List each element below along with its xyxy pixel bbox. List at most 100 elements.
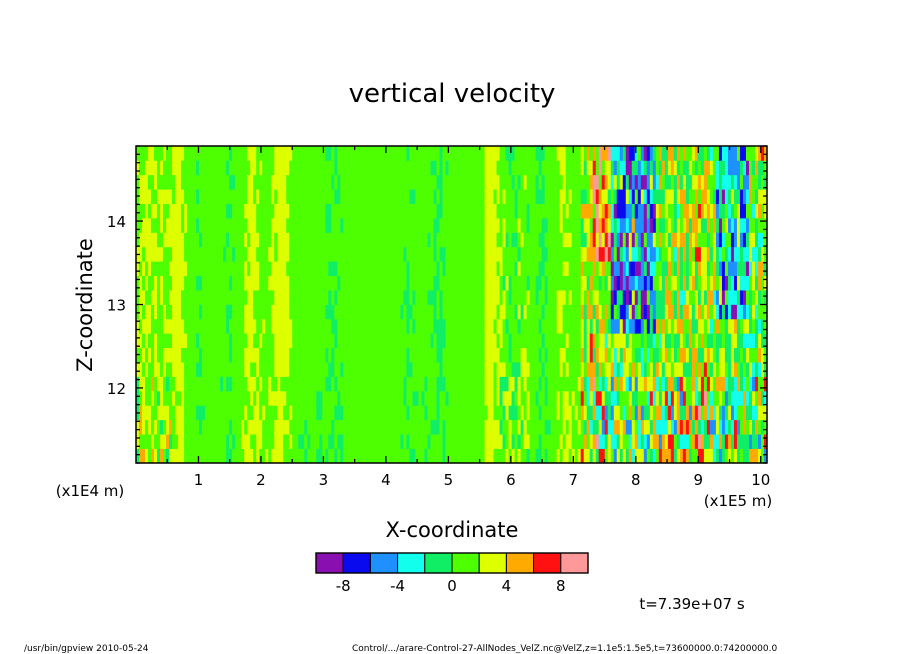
field-cell — [142, 203, 146, 219]
field-cell — [364, 347, 368, 363]
field-cell — [337, 318, 341, 334]
field-cell — [685, 419, 690, 435]
field-cell — [622, 405, 627, 421]
field-cell — [382, 174, 386, 190]
field-cell — [673, 261, 678, 277]
field-cell — [202, 275, 206, 291]
field-cell — [205, 419, 209, 435]
field-cell — [427, 232, 431, 248]
field-cell — [688, 174, 693, 190]
field-cell — [403, 376, 407, 392]
field-cell — [751, 232, 756, 248]
field-cell — [589, 390, 594, 406]
field-cell — [553, 232, 558, 248]
field-cell — [379, 448, 383, 463]
field-cell — [412, 275, 416, 291]
field-cell — [343, 261, 347, 277]
field-cell — [310, 232, 314, 248]
field-cell — [295, 405, 299, 421]
field-cell — [553, 318, 558, 334]
field-cell — [292, 376, 296, 392]
field-cell — [559, 203, 564, 219]
field-cell — [229, 405, 233, 421]
field-cell — [628, 405, 633, 421]
field-cell — [382, 275, 386, 291]
field-cell — [502, 318, 506, 334]
field-cell — [502, 390, 506, 406]
field-cell — [745, 376, 750, 392]
field-cell — [181, 290, 185, 305]
field-cell — [214, 405, 218, 421]
field-cell — [670, 419, 675, 435]
field-cell — [592, 174, 597, 190]
field-cell — [361, 333, 365, 349]
field-cell — [193, 304, 197, 320]
field-cell — [508, 174, 512, 190]
field-cell — [574, 347, 579, 363]
field-cell — [682, 261, 687, 277]
field-cell — [475, 246, 479, 262]
field-cell — [241, 376, 245, 392]
field-cell — [307, 304, 311, 320]
field-cell — [433, 246, 437, 262]
field-cell — [592, 160, 597, 176]
field-cell — [727, 218, 732, 233]
field-cell — [754, 419, 759, 435]
field-cell — [244, 246, 248, 262]
x-tick-label: 4 — [381, 471, 391, 489]
field-cell — [442, 318, 446, 334]
field-cell — [388, 290, 392, 305]
field-cell — [349, 203, 353, 219]
field-cell — [286, 290, 290, 305]
field-cell — [181, 333, 185, 349]
field-cell — [256, 160, 260, 176]
field-cell — [169, 246, 173, 262]
field-cell — [289, 333, 293, 349]
field-cell — [247, 189, 251, 204]
field-cell — [148, 290, 152, 305]
field-cell — [343, 362, 347, 377]
field-cell — [163, 362, 167, 377]
field-cell — [646, 174, 651, 190]
field-cell — [538, 232, 542, 248]
field-cell — [397, 290, 401, 305]
field-cell — [631, 290, 636, 305]
field-cell — [370, 261, 374, 277]
field-cell — [616, 304, 621, 320]
field-cell — [283, 232, 287, 248]
field-cell — [628, 174, 633, 190]
field-cell — [718, 318, 723, 334]
field-cell — [718, 174, 723, 190]
field-cell — [388, 189, 392, 204]
field-cell — [349, 347, 353, 363]
field-cell — [439, 146, 443, 161]
field-cell — [541, 246, 545, 262]
field-cell — [421, 189, 425, 204]
field-cell — [499, 318, 503, 334]
field-cell — [550, 246, 555, 262]
field-cell — [745, 174, 750, 190]
field-cell — [748, 218, 753, 233]
field-cell — [712, 376, 717, 392]
field-cell — [352, 333, 356, 349]
field-cell — [280, 362, 284, 377]
field-cell — [523, 318, 527, 334]
field-cell — [751, 448, 756, 463]
field-cell — [433, 448, 437, 463]
field-cell — [343, 232, 347, 248]
field-cell — [721, 160, 726, 176]
field-cell — [454, 390, 458, 406]
field-cell — [628, 376, 633, 392]
field-cell — [634, 405, 639, 421]
field-cell — [145, 275, 149, 291]
field-cell — [310, 246, 314, 262]
field-cell — [484, 419, 488, 435]
field-cell — [208, 419, 212, 435]
x-tick-label: 1 — [194, 471, 204, 489]
field-cell — [463, 405, 467, 421]
field-cell — [556, 333, 561, 349]
field-cell — [424, 448, 428, 463]
field-cell — [754, 347, 759, 363]
field-cell — [664, 304, 669, 320]
field-cell — [418, 347, 422, 363]
